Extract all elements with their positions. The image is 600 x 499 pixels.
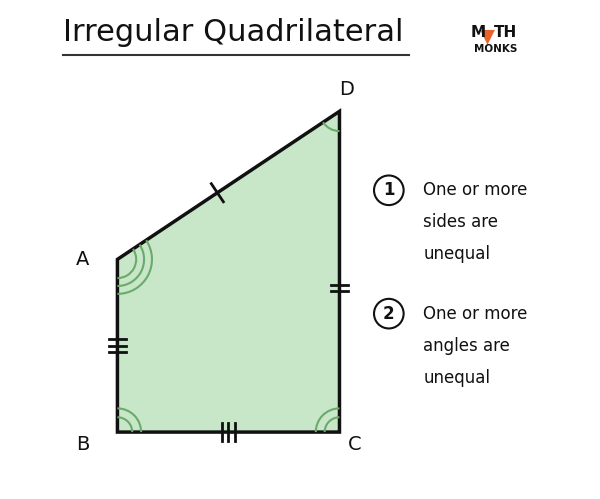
Text: 2: 2 <box>383 305 395 323</box>
Text: unequal: unequal <box>424 369 490 387</box>
Text: A: A <box>76 250 89 269</box>
Text: Irregular Quadrilateral: Irregular Quadrilateral <box>63 17 404 46</box>
Text: 1: 1 <box>383 181 395 199</box>
Text: sides are: sides are <box>424 214 499 232</box>
Polygon shape <box>480 30 495 45</box>
Text: angles are: angles are <box>424 337 510 355</box>
Text: One or more: One or more <box>424 181 528 199</box>
Polygon shape <box>118 111 340 432</box>
Text: D: D <box>340 80 355 99</box>
Text: unequal: unequal <box>424 246 490 263</box>
Text: One or more: One or more <box>424 305 528 323</box>
Text: MONKS: MONKS <box>474 44 518 54</box>
Text: B: B <box>76 435 89 454</box>
Text: TH: TH <box>494 25 517 40</box>
Text: M: M <box>470 25 485 40</box>
Text: C: C <box>347 435 361 454</box>
